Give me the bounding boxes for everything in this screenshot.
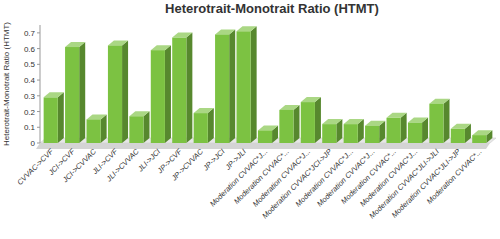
bar [451, 129, 465, 143]
bar-side [208, 108, 214, 143]
bar-top [258, 125, 278, 130]
x-tick-label: JP->JCI [200, 147, 226, 173]
bar-side [315, 97, 321, 143]
bar-side [165, 45, 171, 143]
bar-side [294, 105, 300, 143]
bar-top [429, 99, 449, 104]
bar-side [186, 33, 192, 143]
bar-top [237, 26, 257, 31]
bar-top [108, 40, 128, 45]
x-tick-label: JP->CVVAC [169, 147, 206, 184]
x-tick-label: JCI->CVVAC [60, 147, 98, 185]
y-tick [37, 127, 40, 128]
bar [258, 130, 272, 143]
bar [44, 97, 58, 143]
bar-side [122, 40, 128, 143]
bar [429, 104, 443, 143]
x-tick-label: JLI->CVVAC [104, 147, 141, 184]
bar-side [58, 92, 64, 143]
bar [215, 34, 229, 143]
bar [365, 126, 379, 143]
bar [108, 45, 122, 143]
bar [65, 47, 79, 143]
bar-top [44, 92, 64, 97]
title: Heterotrait-Monotrait Ratio (HTMT) [165, 1, 379, 16]
y-axis-line [40, 25, 41, 143]
bar [151, 50, 165, 143]
bar-top [301, 97, 321, 102]
bar [129, 116, 143, 143]
bars [44, 26, 493, 143]
bar-top [129, 111, 149, 116]
y-tick-label: 0 [31, 139, 36, 148]
bar-top [151, 45, 171, 50]
y-tick [37, 80, 40, 81]
bar-top [87, 114, 107, 119]
y-tick-label: 0.5 [24, 60, 36, 69]
y-tick [37, 32, 40, 33]
bar-side [101, 114, 107, 143]
x-tick-label: Moderation CVVAC*... [425, 147, 484, 206]
bar-side [444, 99, 450, 143]
bar [387, 118, 401, 143]
y-tick [37, 111, 40, 112]
bar-side [144, 111, 150, 143]
y-tick [37, 48, 40, 49]
bar [322, 124, 336, 143]
bar-top [365, 121, 385, 126]
bar-top [344, 119, 364, 124]
bar [301, 102, 315, 143]
bar [194, 113, 208, 143]
bar-top [65, 42, 85, 47]
bar [472, 135, 486, 143]
bar-top [451, 124, 471, 129]
bar-top [408, 118, 428, 123]
y-tick-label: 0.7 [24, 29, 36, 38]
bar-top [194, 108, 214, 113]
bar-top [279, 105, 299, 110]
bar-top [322, 119, 342, 124]
bar-top [215, 29, 235, 34]
y-tick-label: 0.1 [24, 123, 36, 132]
y-tick [37, 95, 40, 96]
bar [408, 123, 422, 143]
chart: Heterotrait-Monotrait Ratio (HTMT) Hetero… [0, 0, 500, 239]
bar [344, 124, 358, 143]
bar-top [172, 33, 192, 38]
bar-top [387, 113, 407, 118]
y-tick-label: 0.2 [24, 108, 36, 117]
y-tick-label: 0.3 [24, 92, 36, 101]
bar-top [472, 130, 492, 135]
y-tick [37, 64, 40, 65]
bar [87, 119, 101, 143]
bar-side [401, 113, 407, 143]
bar-side [251, 26, 257, 143]
y-tick [37, 143, 40, 144]
bar-side [79, 42, 85, 143]
bar [279, 110, 293, 143]
y-tick-label: 0.4 [24, 76, 36, 85]
y-axis-label: Heterotrait-Monotrait Ratio (HTMT) [2, 22, 11, 146]
y-tick-label: 0.6 [24, 45, 36, 54]
bar-side [229, 29, 235, 143]
bar [237, 31, 251, 143]
bar [172, 38, 186, 143]
